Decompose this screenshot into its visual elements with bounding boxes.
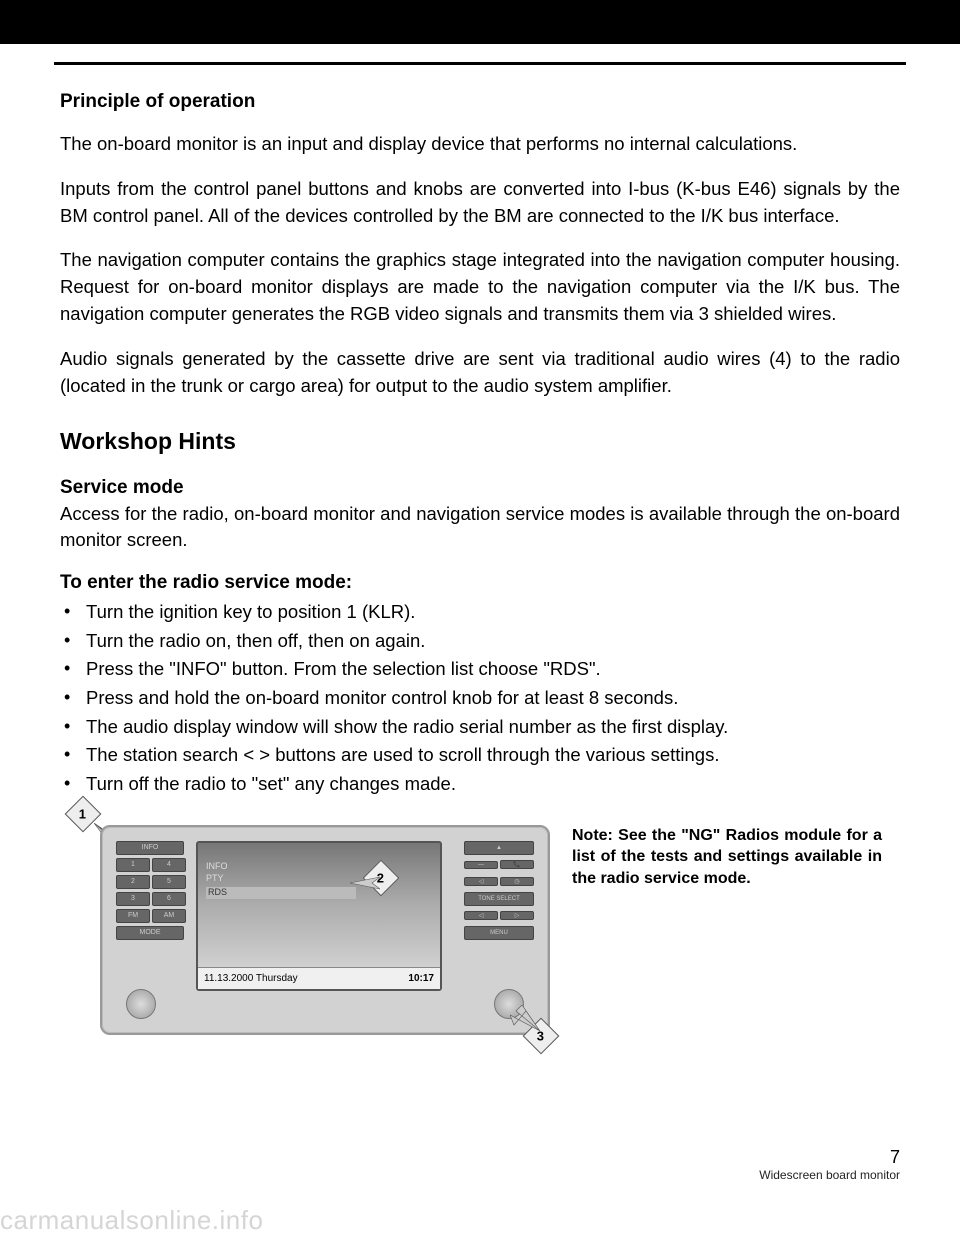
am-button[interactable]: AM [152, 909, 186, 923]
service-mode-heading: Service mode [60, 477, 900, 499]
figure-row: 1 INFO 14 25 36 FMAM MODE [60, 825, 900, 1035]
screen-selection-rds: RDS [206, 887, 356, 899]
watermark-text: carmanualsonline.info [0, 1205, 263, 1236]
paragraph-2: Inputs from the control panel buttons an… [60, 176, 900, 230]
preset-4-button[interactable]: 4 [152, 858, 186, 872]
band-row: FMAM [116, 909, 186, 923]
callout-2-arrow-icon [340, 873, 380, 893]
paragraph-1: The on-board monitor is an input and dis… [60, 131, 900, 158]
paragraph-3: The navigation computer contains the gra… [60, 247, 900, 327]
footer: 7 Widescreen board monitor [759, 1147, 900, 1182]
preset-row-2: 25 [116, 875, 186, 889]
preset-5-button[interactable]: 5 [152, 875, 186, 889]
screen-status-bar: 11.13.2000 Thursday 10:17 [198, 967, 440, 989]
page-number: 7 [759, 1147, 900, 1168]
board-monitor-device: INFO 14 25 36 FMAM MODE INFO PTY RDS [100, 825, 550, 1035]
right-button-group: ▲ —📞 ◁◷ TONE SELECT ◁▷ MENU [464, 841, 534, 943]
workshop-heading: Workshop Hints [60, 428, 900, 455]
clock-button[interactable]: ◷ [500, 877, 534, 886]
left-button-group: INFO 14 25 36 FMAM MODE [116, 841, 186, 943]
callout-1-label: 1 [79, 806, 86, 821]
list-item: Turn the ignition key to position 1 (KLR… [60, 598, 900, 627]
mode-button[interactable]: MODE [116, 926, 184, 940]
screen-time: 10:17 [408, 973, 434, 984]
preset-row-3: 36 [116, 892, 186, 906]
right-arrow-button[interactable]: ▷ [500, 911, 534, 920]
menu-button[interactable]: MENU [464, 926, 534, 940]
list-item: Press the "INFO" button. From the select… [60, 655, 900, 684]
display-screen: INFO PTY RDS 11.13.2000 Thursday 10:17 [196, 841, 442, 991]
paragraph-4: Audio signals generated by the cassette … [60, 346, 900, 400]
enter-mode-heading: To enter the radio service mode: [60, 572, 900, 594]
phone-row: —📞 [464, 858, 534, 872]
principle-heading: Principle of operation [60, 91, 900, 113]
tone-select-button[interactable]: TONE SELECT [464, 892, 534, 906]
preset-3-button[interactable]: 3 [116, 892, 150, 906]
callout-3-arrow-icon [510, 1005, 546, 1035]
document-title: Widescreen board monitor [759, 1168, 900, 1182]
page: Principle of operation The on-board moni… [0, 0, 960, 1242]
screen-line-pty: PTY [206, 873, 228, 885]
preset-row-1: 14 [116, 858, 186, 872]
preset-2-button[interactable]: 2 [116, 875, 150, 889]
device-wrapper: 1 INFO 14 25 36 FMAM MODE [100, 825, 550, 1035]
list-item: The audio display window will show the r… [60, 713, 900, 742]
info-button[interactable]: INFO [116, 841, 184, 855]
phone-button[interactable]: 📞 [500, 860, 534, 869]
prev-button[interactable]: ◁ [464, 877, 498, 886]
list-item: The station search < > buttons are used … [60, 741, 900, 770]
dash-button[interactable]: — [464, 861, 498, 869]
content-area: Principle of operation The on-board moni… [0, 65, 960, 1035]
header-black-bar [0, 0, 960, 44]
fm-button[interactable]: FM [116, 909, 150, 923]
nav-row-2: ◁▷ [464, 909, 534, 923]
list-item: Turn off the radio to "set" any changes … [60, 770, 900, 799]
steps-list: Turn the ignition key to position 1 (KLR… [60, 598, 900, 799]
list-item: Press and hold the on-board monitor cont… [60, 684, 900, 713]
left-knob[interactable] [126, 989, 156, 1019]
preset-6-button[interactable]: 6 [152, 892, 186, 906]
preset-1-button[interactable]: 1 [116, 858, 150, 872]
screen-date: 11.13.2000 Thursday [204, 973, 298, 984]
nav-row-1: ◁◷ [464, 875, 534, 889]
list-item: Turn the radio on, then off, then on aga… [60, 627, 900, 656]
note-text: Note: See the "NG" Radios module for a l… [572, 825, 882, 890]
screen-line-info: INFO [206, 861, 228, 873]
screen-menu-lines: INFO PTY [206, 861, 228, 884]
eject-button[interactable]: ▲ [464, 841, 534, 855]
left-arrow-button[interactable]: ◁ [464, 911, 498, 920]
service-mode-body: Access for the radio, on-board monitor a… [60, 501, 900, 555]
